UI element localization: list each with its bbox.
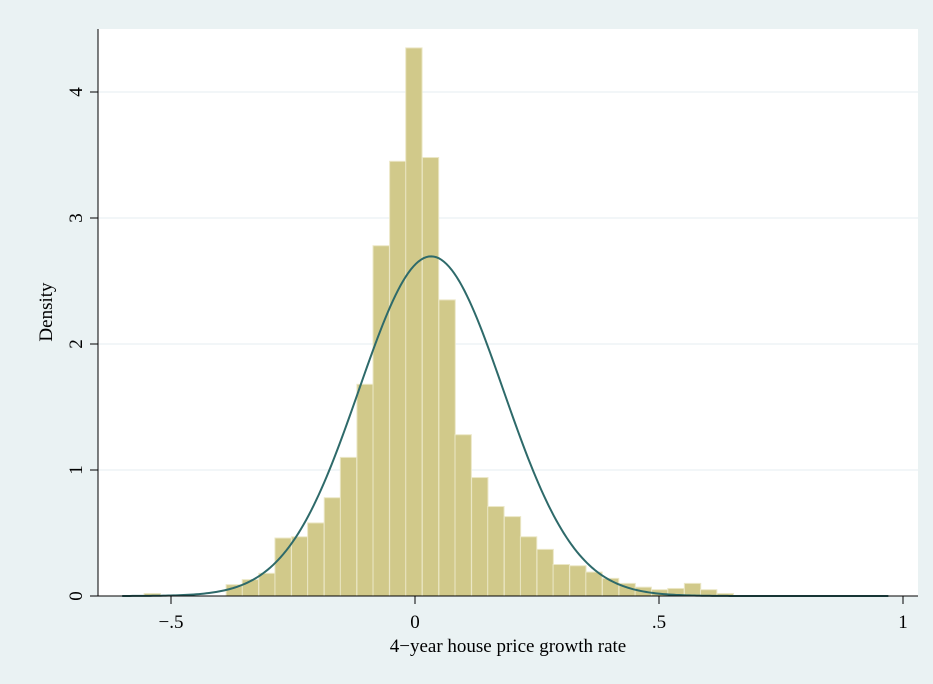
- histogram-bar: [438, 299, 456, 597]
- histogram-bars: [143, 47, 734, 597]
- histogram-bar: [503, 516, 522, 597]
- histogram-bar: [585, 571, 603, 597]
- y-tick-label: 4: [66, 87, 87, 97]
- histogram-bar: [356, 383, 374, 597]
- histogram-bar: [372, 245, 390, 597]
- y-axis-ticks: 0 1 2 3 4: [66, 87, 98, 601]
- histogram-bar: [569, 565, 587, 597]
- y-tick-label: 2: [66, 339, 87, 349]
- histogram-bar: [487, 506, 505, 597]
- y-tick-label: 0: [66, 591, 87, 601]
- histogram-bar: [454, 434, 472, 597]
- histogram-bar: [683, 582, 702, 597]
- x-tick-label: 0: [410, 612, 420, 633]
- histogram-bar: [421, 157, 440, 597]
- x-axis-ticks: −.5 0 .5 1: [159, 596, 908, 633]
- histogram-bar: [323, 497, 342, 597]
- histogram-bar: [552, 564, 570, 597]
- histogram-bar: [536, 548, 554, 597]
- x-axis-title: 4−year house price growth rate: [390, 636, 627, 657]
- gridlines: [98, 91, 918, 471]
- histogram-bar: [405, 47, 423, 597]
- histogram-bar: [519, 536, 538, 597]
- y-tick-label: 1: [66, 465, 87, 475]
- histogram-bar: [389, 160, 407, 597]
- y-tick-label: 3: [66, 213, 87, 223]
- histogram-bar: [471, 477, 489, 597]
- histogram-bar: [291, 536, 309, 597]
- histogram-bar: [307, 522, 325, 597]
- x-tick-label: 1: [898, 612, 908, 633]
- x-tick-label: −.5: [159, 612, 184, 633]
- histogram-bar: [339, 456, 358, 597]
- histogram-bar: [258, 572, 276, 597]
- x-tick-label: .5: [652, 612, 666, 633]
- y-axis-title: Density: [36, 282, 57, 342]
- plot-area: [98, 29, 918, 596]
